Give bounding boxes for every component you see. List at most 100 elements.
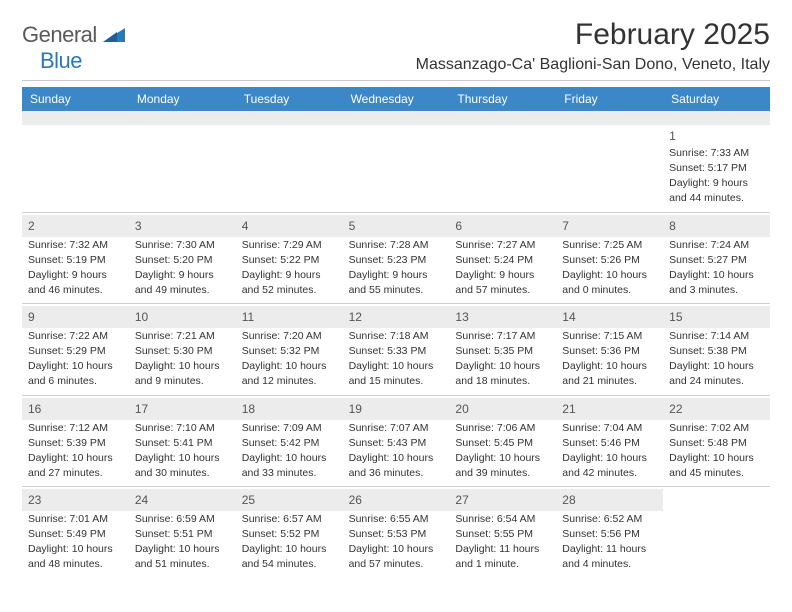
sunset-text: Sunset: 5:26 PM — [562, 254, 657, 267]
day-cell: 28Sunrise: 6:52 AMSunset: 5:56 PMDayligh… — [556, 487, 663, 578]
dow-label: Saturday — [663, 87, 770, 111]
daylight-text: and 33 minutes. — [242, 467, 337, 480]
day-cell: 14Sunrise: 7:15 AMSunset: 5:36 PMDayligh… — [556, 304, 663, 395]
daylight-text: Daylight: 10 hours — [669, 269, 764, 282]
sunset-text: Sunset: 5:20 PM — [135, 254, 230, 267]
day-cell: 6Sunrise: 7:27 AMSunset: 5:24 PMDaylight… — [449, 213, 556, 304]
day-cell: 4Sunrise: 7:29 AMSunset: 5:22 PMDaylight… — [236, 213, 343, 304]
daylight-text: Daylight: 10 hours — [349, 452, 444, 465]
day-number: 16 — [28, 402, 41, 416]
daylight-text: Daylight: 10 hours — [669, 360, 764, 373]
day-number: 22 — [669, 402, 682, 416]
day-number: 20 — [455, 402, 468, 416]
daylight-text: Daylight: 9 hours — [349, 269, 444, 282]
day-number: 6 — [455, 219, 462, 233]
daylight-text: and 54 minutes. — [242, 558, 337, 571]
daylight-text: and 55 minutes. — [349, 284, 444, 297]
sunrise-text: Sunrise: 7:28 AM — [349, 239, 444, 252]
week-row: 16Sunrise: 7:12 AMSunset: 5:39 PMDayligh… — [22, 395, 770, 487]
day-number: 7 — [562, 219, 569, 233]
sunrise-text: Sunrise: 7:32 AM — [28, 239, 123, 252]
title-block: February 2025 Massanzago-Ca' Baglioni-Sa… — [416, 18, 770, 74]
day-cell: 21Sunrise: 7:04 AMSunset: 5:46 PMDayligh… — [556, 396, 663, 487]
day-number: 4 — [242, 219, 249, 233]
header-divider — [22, 80, 770, 81]
day-cell: 15Sunrise: 7:14 AMSunset: 5:38 PMDayligh… — [663, 304, 770, 395]
daylight-text: Daylight: 10 hours — [28, 452, 123, 465]
week-row: 9Sunrise: 7:22 AMSunset: 5:29 PMDaylight… — [22, 303, 770, 395]
sunrise-text: Sunrise: 7:02 AM — [669, 422, 764, 435]
day-cell — [663, 487, 770, 578]
daylight-text: Daylight: 10 hours — [242, 452, 337, 465]
brand-logo: General Blue — [22, 18, 125, 74]
week-row: 2 Sunrise: 7:32 AM Sunset: 5:19 PM Daylight… — [22, 212, 770, 304]
day-number: 2 — [28, 219, 35, 233]
daylight-text: Daylight: 10 hours — [135, 360, 230, 373]
shade-strip — [22, 111, 770, 125]
daylight-text: Daylight: 10 hours — [455, 360, 550, 373]
daylight-text: and 46 minutes. — [28, 284, 123, 297]
sunrise-text: Sunrise: 6:59 AM — [135, 513, 230, 526]
sunset-text: Sunset: 5:19 PM — [28, 254, 123, 267]
day-number: 24 — [135, 493, 148, 507]
day-number: 1 — [669, 129, 676, 143]
daylight-text: Daylight: 9 hours — [455, 269, 550, 282]
day-number: 9 — [28, 310, 35, 324]
sunset-text: Sunset: 5:48 PM — [669, 437, 764, 450]
day-cell: 23Sunrise: 7:01 AMSunset: 5:49 PMDayligh… — [22, 487, 129, 578]
header: General Blue February 2025 Massanzago-Ca… — [22, 18, 770, 74]
day-cell: 1Sunrise: 7:33 AMSunset: 5:17 PMDaylight… — [663, 125, 770, 212]
day-number: 13 — [455, 310, 468, 324]
day-cell: 10Sunrise: 7:21 AMSunset: 5:30 PMDayligh… — [129, 304, 236, 395]
location-label: Massanzago-Ca' Baglioni-San Dono, Veneto… — [416, 56, 770, 74]
week-row: 23Sunrise: 7:01 AMSunset: 5:49 PMDayligh… — [22, 486, 770, 578]
sunrise-text: Sunrise: 7:30 AM — [135, 239, 230, 252]
daylight-text: and 30 minutes. — [135, 467, 230, 480]
daylight-text: Daylight: 9 hours — [28, 269, 123, 282]
day-number: 21 — [562, 402, 575, 416]
calendar-page: General Blue February 2025 Massanzago-Ca… — [0, 0, 792, 588]
logo-text-block: General Blue — [22, 22, 125, 74]
daylight-text: Daylight: 10 hours — [349, 360, 444, 373]
sunrise-text: Sunrise: 7:20 AM — [242, 330, 337, 343]
dow-label: Wednesday — [343, 87, 450, 111]
sunset-text: Sunset: 5:17 PM — [669, 162, 764, 175]
sunrise-text: Sunrise: 7:18 AM — [349, 330, 444, 343]
dow-label: Thursday — [449, 87, 556, 111]
sunrise-text: Sunrise: 7:27 AM — [455, 239, 550, 252]
daylight-text: Daylight: 10 hours — [562, 452, 657, 465]
day-cell: 2 Sunrise: 7:32 AM Sunset: 5:19 PM Daylight… — [22, 213, 129, 304]
daylight-text: and 9 minutes. — [135, 375, 230, 388]
daylight-text: Daylight: 9 hours — [135, 269, 230, 282]
daylight-text: Daylight: 10 hours — [455, 452, 550, 465]
sunrise-text: Sunrise: 7:04 AM — [562, 422, 657, 435]
day-number: 19 — [349, 402, 362, 416]
daylight-text: and 36 minutes. — [349, 467, 444, 480]
sunrise-text: Sunrise: 7:10 AM — [135, 422, 230, 435]
daylight-text: Daylight: 10 hours — [562, 360, 657, 373]
brand-word2: Blue — [40, 48, 125, 74]
daylight-text: and 15 minutes. — [349, 375, 444, 388]
sunset-text: Sunset: 5:56 PM — [562, 528, 657, 541]
sunset-text: Sunset: 5:43 PM — [349, 437, 444, 450]
day-cell — [22, 125, 129, 212]
sunset-text: Sunset: 5:39 PM — [28, 437, 123, 450]
sunset-text: Sunset: 5:35 PM — [455, 345, 550, 358]
day-number: 17 — [135, 402, 148, 416]
sunrise-text: Sunrise: 7:01 AM — [28, 513, 123, 526]
day-cell — [449, 125, 556, 212]
day-cell: 17Sunrise: 7:10 AMSunset: 5:41 PMDayligh… — [129, 396, 236, 487]
sunset-text: Sunset: 5:30 PM — [135, 345, 230, 358]
daylight-text: and 21 minutes. — [562, 375, 657, 388]
day-cell: 9Sunrise: 7:22 AMSunset: 5:29 PMDaylight… — [22, 304, 129, 395]
day-number: 28 — [562, 493, 575, 507]
day-cell — [343, 125, 450, 212]
sunset-text: Sunset: 5:45 PM — [455, 437, 550, 450]
day-cell: 27Sunrise: 6:54 AMSunset: 5:55 PMDayligh… — [449, 487, 556, 578]
daylight-text: and 45 minutes. — [669, 467, 764, 480]
day-number: 5 — [349, 219, 356, 233]
daylight-text: Daylight: 10 hours — [349, 543, 444, 556]
daylight-text: and 44 minutes. — [669, 192, 764, 205]
day-cell: 8Sunrise: 7:24 AMSunset: 5:27 PMDaylight… — [663, 213, 770, 304]
sunrise-text: Sunrise: 6:52 AM — [562, 513, 657, 526]
